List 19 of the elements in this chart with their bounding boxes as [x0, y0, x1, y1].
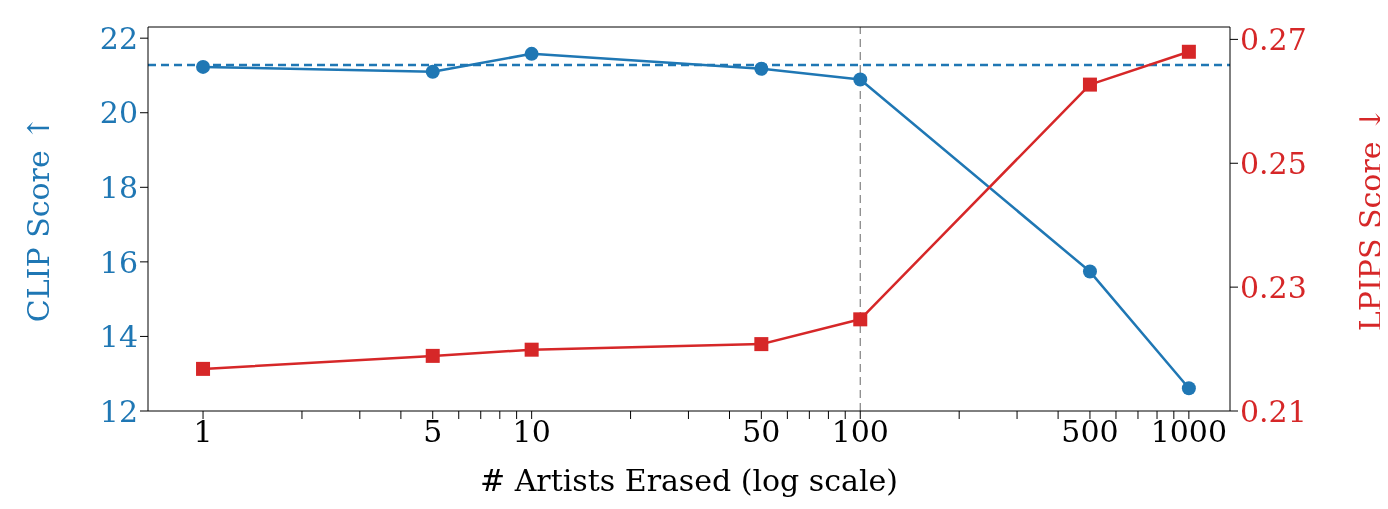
y2-tick-label: 0.23 [1240, 269, 1307, 305]
y-tick-label: 14 [99, 319, 138, 355]
y-tick-label: 18 [99, 169, 138, 205]
y-tick-label: 20 [99, 95, 138, 131]
x-tick-label: 10 [512, 414, 551, 450]
x-tick-label: 1000 [1150, 414, 1228, 450]
y-tick-label: 22 [99, 20, 138, 56]
y-tick-label: 16 [99, 244, 138, 280]
x-tick-label: 50 [742, 414, 781, 450]
y-axis-title: CLIP Score ↑ [20, 115, 56, 323]
y-tick-label: 12 [99, 393, 138, 429]
y2-tick-label: 0.25 [1240, 145, 1307, 181]
x-axis-title: # Artists Erased (log scale) [480, 463, 898, 498]
x-tick-label: 500 [1061, 414, 1119, 450]
x-tick-label: 1 [193, 414, 213, 450]
x-tick-label: 5 [423, 414, 443, 450]
x-tick-label: 100 [831, 414, 889, 450]
y2-tick-label: 0.27 [1240, 22, 1307, 58]
y2-tick-label: 0.21 [1240, 393, 1307, 429]
